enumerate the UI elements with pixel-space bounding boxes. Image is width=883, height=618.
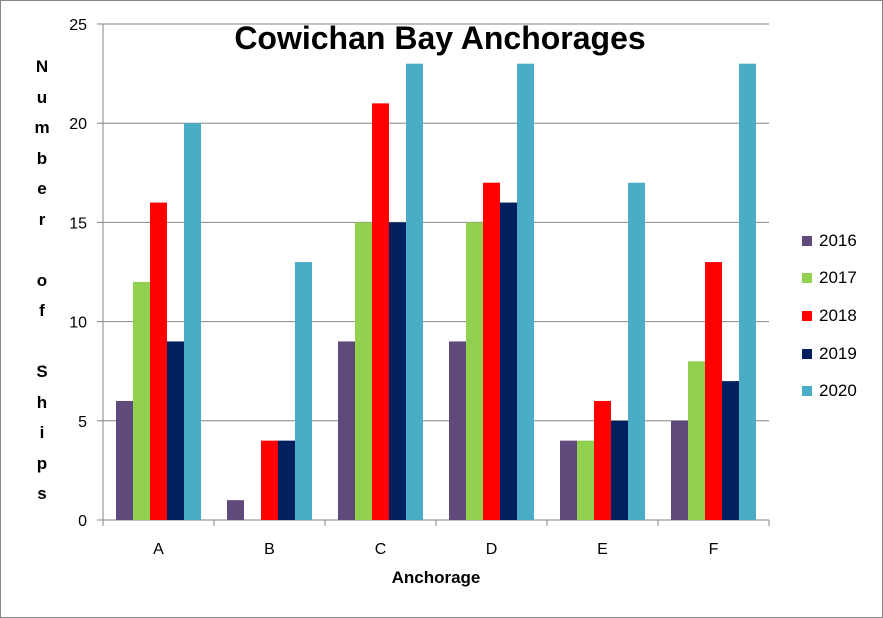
legend-item-2017: 2017	[802, 260, 857, 298]
legend-item-2018: 2018	[802, 297, 857, 335]
bar-2017-D	[466, 222, 483, 520]
bar-2019-A	[167, 341, 184, 520]
y-tick-label: 0	[78, 513, 87, 530]
legend-item-2016: 2016	[802, 222, 857, 260]
bar-2017-F	[688, 361, 705, 520]
legend-swatch	[802, 273, 812, 284]
y-tick-label: 10	[69, 315, 87, 332]
bar-2017-C	[355, 222, 372, 520]
bar-2016-B	[227, 500, 244, 520]
bar-2020-B	[295, 262, 312, 520]
x-tick-label: C	[375, 541, 387, 558]
bar-2016-D	[449, 341, 466, 520]
bar-2018-D	[483, 182, 500, 520]
y-tick-label: 15	[69, 215, 87, 232]
legend-swatch	[802, 386, 812, 397]
x-tick-label: F	[709, 541, 719, 558]
bar-2016-F	[671, 420, 688, 520]
y-axis-label: N u m b e r o f S h i p s	[34, 57, 50, 503]
bar-2020-C	[406, 63, 423, 521]
x-tick-label: D	[486, 541, 498, 558]
bar-2019-C	[389, 222, 406, 520]
legend-label: 2016	[819, 230, 857, 250]
legend: 2016 2017 2018 2019 2020	[802, 222, 857, 410]
bar-2019-F	[722, 381, 739, 520]
bar-2017-E	[577, 440, 594, 520]
legend-swatch	[802, 310, 812, 321]
bar-2018-E	[594, 400, 611, 520]
x-tick-label: A	[153, 541, 164, 558]
legend-label: 2017	[819, 268, 857, 288]
legend-swatch	[802, 348, 812, 359]
x-axis-label: Anchorage	[391, 568, 481, 587]
x-tick-label: E	[597, 541, 608, 558]
bar-2016-A	[116, 400, 133, 520]
bar-2019-B	[278, 440, 295, 520]
bar-2018-B	[261, 440, 278, 520]
bar-2016-E	[560, 440, 577, 520]
bar-2020-D	[517, 63, 534, 521]
legend-label: 2019	[819, 343, 857, 363]
bar-2017-A	[133, 281, 150, 520]
legend-swatch	[802, 235, 812, 246]
legend-item-2020: 2020	[802, 372, 857, 410]
bar-2018-A	[150, 202, 167, 520]
x-tick-label: B	[264, 541, 275, 558]
bar-2020-A	[184, 123, 201, 520]
bar-2020-E	[628, 182, 645, 520]
legend-item-2019: 2019	[802, 335, 857, 373]
bar-2019-D	[500, 202, 517, 520]
bar-2018-C	[372, 103, 389, 521]
y-tick-label: 25	[69, 17, 87, 34]
legend-label: 2018	[819, 305, 857, 325]
y-tick-label: 20	[69, 116, 87, 133]
bar-2016-C	[338, 341, 355, 520]
legend-label: 2020	[819, 381, 857, 401]
bar-2020-F	[739, 63, 756, 521]
chart-title: Cowichan Bay Anchorages	[234, 20, 646, 56]
bar-2018-F	[705, 262, 722, 520]
y-tick-label: 5	[78, 414, 87, 431]
bar-2019-E	[611, 420, 628, 520]
